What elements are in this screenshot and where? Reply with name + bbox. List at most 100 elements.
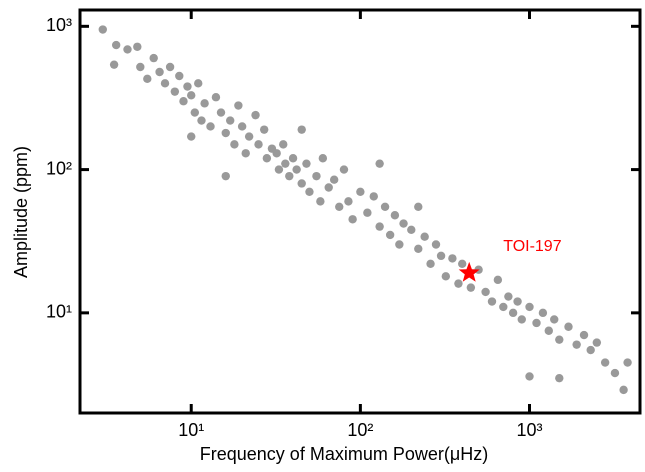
point [179, 97, 188, 106]
point [170, 87, 180, 96]
point [579, 330, 589, 340]
point [200, 99, 209, 108]
point [297, 179, 306, 188]
point [251, 110, 260, 120]
point [610, 368, 620, 378]
point [538, 308, 548, 318]
point [481, 287, 490, 297]
x-axis-label: Frequency of Maximum Power(μHz) [200, 444, 488, 464]
point [187, 91, 196, 100]
point [234, 101, 243, 110]
point [221, 171, 230, 181]
point [508, 308, 518, 318]
point [504, 292, 513, 301]
point [375, 159, 384, 168]
point [136, 62, 145, 72]
point [216, 108, 226, 117]
point [206, 122, 215, 131]
point [431, 240, 441, 249]
point [98, 25, 107, 34]
point [600, 358, 610, 367]
point [318, 154, 328, 163]
annotation: TOI-197 [503, 238, 562, 255]
point [420, 232, 429, 241]
x-tick-label: 10¹ [178, 420, 204, 440]
point [143, 74, 152, 84]
point [586, 345, 595, 355]
point [133, 42, 142, 51]
point [211, 93, 221, 102]
point [281, 159, 290, 168]
point [619, 385, 628, 395]
point [241, 149, 250, 158]
point [493, 275, 503, 285]
point [458, 259, 467, 269]
point [316, 197, 325, 206]
x-tick-label: 10³ [517, 420, 543, 440]
point [329, 175, 339, 184]
point [344, 197, 353, 206]
point [226, 116, 235, 125]
point [426, 259, 435, 269]
point [194, 79, 203, 88]
point [339, 165, 349, 174]
point [244, 132, 254, 141]
point [513, 297, 522, 306]
point [414, 202, 423, 211]
point [324, 183, 333, 192]
point [155, 67, 164, 77]
point [487, 297, 497, 306]
point [407, 225, 416, 234]
point [190, 108, 200, 117]
y-tick-label: 10¹ [46, 302, 72, 322]
point [454, 279, 463, 288]
point [197, 116, 206, 125]
point [111, 40, 121, 50]
point [123, 45, 132, 54]
point [572, 340, 581, 349]
point [356, 187, 365, 196]
point [555, 335, 564, 344]
point [254, 140, 263, 149]
point [279, 140, 288, 149]
star-marker [458, 261, 480, 282]
point [380, 202, 390, 211]
x-tick-label: 10² [347, 420, 373, 440]
point [160, 79, 170, 88]
point [550, 315, 559, 324]
point [499, 302, 508, 312]
point [149, 53, 158, 63]
point [165, 62, 175, 72]
point [436, 251, 446, 261]
point [292, 165, 301, 174]
point [390, 211, 400, 220]
point [385, 230, 395, 240]
point [297, 125, 306, 134]
point [375, 222, 384, 231]
point [544, 326, 553, 335]
point [274, 165, 284, 174]
point [517, 315, 526, 324]
point [363, 208, 372, 217]
point [312, 171, 321, 181]
point [448, 254, 457, 263]
point [532, 318, 541, 328]
point [175, 71, 184, 81]
y-tick-label: 10² [46, 158, 72, 178]
point [305, 187, 314, 196]
point [183, 82, 192, 91]
point [259, 125, 269, 134]
point [592, 338, 602, 347]
point [525, 372, 534, 381]
point [369, 192, 378, 201]
point [395, 240, 404, 249]
point [555, 373, 564, 383]
point [525, 302, 534, 312]
point [348, 215, 357, 224]
point [285, 171, 294, 181]
point [414, 244, 423, 253]
point [187, 132, 196, 141]
y-tick-label: 10³ [46, 15, 72, 35]
point [335, 202, 344, 211]
point [272, 149, 281, 158]
